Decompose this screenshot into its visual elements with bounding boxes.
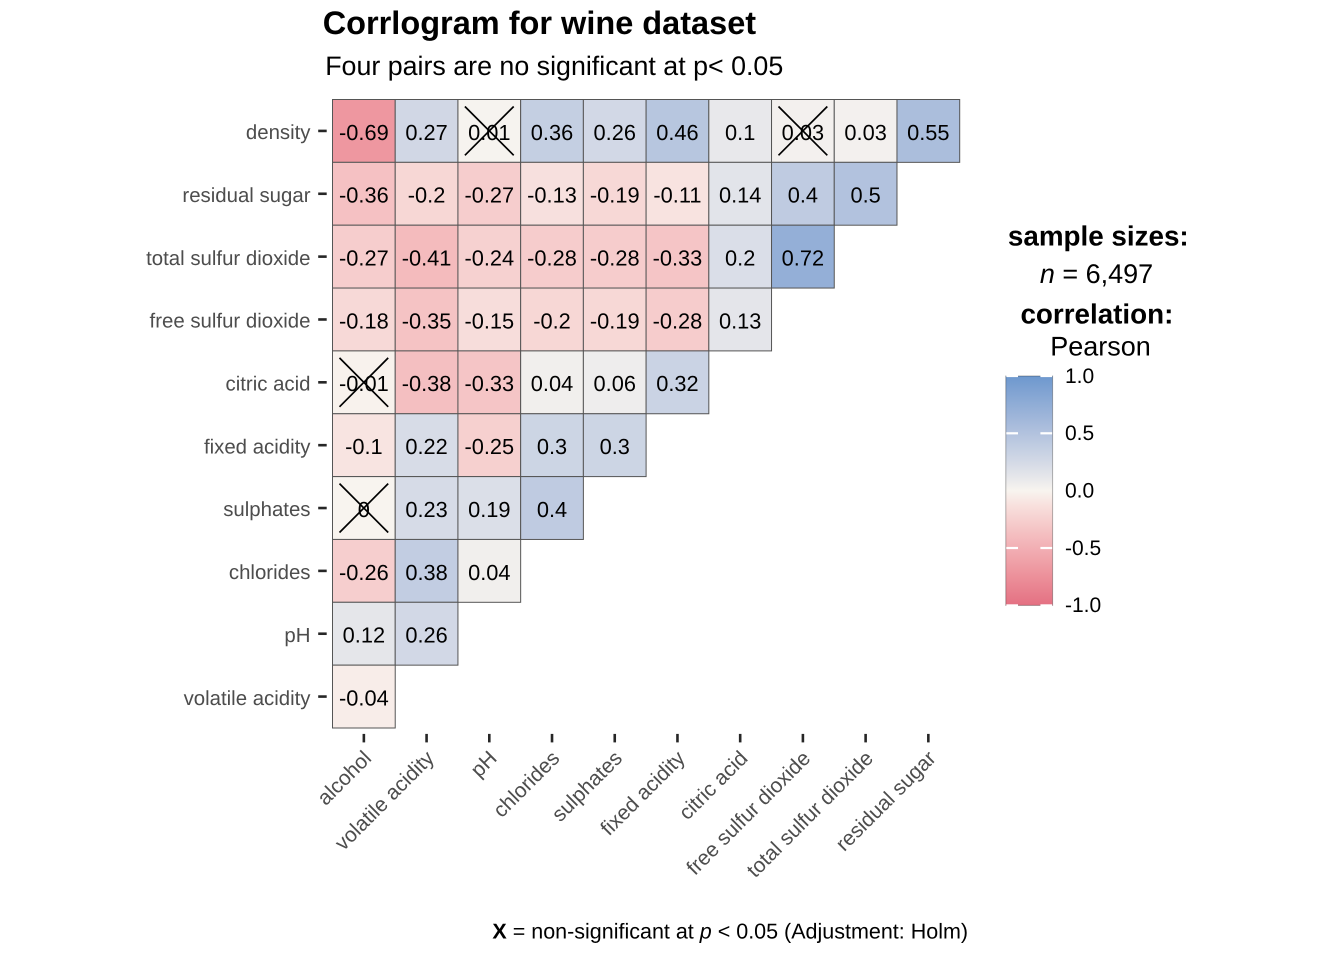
svg-text:-0.36: -0.36 — [339, 183, 389, 208]
svg-text:X = non-significant at p < 0.0: X = non-significant at p < 0.05 (Adjustm… — [492, 920, 968, 944]
svg-text:-0.28: -0.28 — [653, 308, 703, 333]
svg-text:Four pairs are no significant: Four pairs are no significant at p< 0.05 — [325, 51, 783, 81]
svg-text:free sulfur dioxide: free sulfur dioxide — [150, 311, 311, 333]
svg-text:total sulfur dioxide: total sulfur dioxide — [146, 248, 310, 270]
svg-text:0.4: 0.4 — [537, 497, 567, 522]
svg-text:0.13: 0.13 — [719, 308, 761, 333]
svg-text:-0.25: -0.25 — [464, 434, 514, 459]
svg-text:0.22: 0.22 — [405, 434, 447, 459]
svg-text:0.04: 0.04 — [531, 371, 573, 396]
svg-text:Corrlogram for wine dataset: Corrlogram for wine dataset — [323, 5, 757, 41]
svg-text:Pearson: Pearson — [1050, 332, 1151, 362]
svg-text:pH: pH — [284, 625, 310, 647]
svg-text:0.01: 0.01 — [468, 120, 510, 145]
svg-text:-0.15: -0.15 — [464, 308, 514, 333]
svg-text:-1.0: -1.0 — [1065, 594, 1101, 617]
svg-text:0.0: 0.0 — [1065, 480, 1094, 503]
svg-text:0.72: 0.72 — [782, 246, 824, 271]
svg-text:0.46: 0.46 — [656, 120, 698, 145]
svg-text:n = 6,497: n = 6,497 — [1040, 259, 1153, 289]
svg-text:-0.27: -0.27 — [339, 246, 389, 271]
svg-text:chlorides: chlorides — [229, 562, 311, 584]
svg-text:0.55: 0.55 — [907, 120, 949, 145]
svg-text:0.1: 0.1 — [725, 120, 755, 145]
svg-text:-0.28: -0.28 — [590, 246, 640, 271]
svg-text:0.26: 0.26 — [405, 623, 447, 648]
svg-text:0.32: 0.32 — [656, 371, 698, 396]
svg-text:sample sizes:: sample sizes: — [1008, 221, 1189, 252]
svg-text:0: 0 — [358, 497, 370, 522]
svg-text:-0.04: -0.04 — [339, 685, 389, 710]
svg-text:alcohol: alcohol — [313, 747, 376, 810]
svg-text:density: density — [246, 122, 311, 144]
svg-text:0.19: 0.19 — [468, 497, 510, 522]
svg-text:-0.01: -0.01 — [339, 371, 389, 396]
svg-text:residual sugar: residual sugar — [182, 185, 310, 207]
svg-text:0.36: 0.36 — [531, 120, 573, 145]
svg-text:-0.38: -0.38 — [402, 371, 452, 396]
svg-text:0.03: 0.03 — [844, 120, 886, 145]
svg-text:-0.35: -0.35 — [402, 308, 452, 333]
svg-text:0.3: 0.3 — [600, 434, 630, 459]
svg-text:-0.41: -0.41 — [402, 246, 452, 271]
svg-text:0.27: 0.27 — [405, 120, 447, 145]
svg-text:-0.5: -0.5 — [1065, 537, 1101, 560]
svg-text:-0.26: -0.26 — [339, 560, 389, 585]
svg-text:1.0: 1.0 — [1065, 365, 1094, 388]
svg-text:-0.13: -0.13 — [527, 183, 577, 208]
svg-text:-0.11: -0.11 — [653, 183, 701, 208]
svg-text:sulphates: sulphates — [223, 499, 310, 521]
svg-text:0.14: 0.14 — [719, 183, 761, 208]
svg-text:0.12: 0.12 — [343, 623, 385, 648]
svg-text:0.3: 0.3 — [537, 434, 567, 459]
svg-text:-0.19: -0.19 — [590, 308, 640, 333]
svg-text:0.03: 0.03 — [782, 120, 824, 145]
svg-text:-0.2: -0.2 — [533, 308, 571, 333]
svg-text:0.5: 0.5 — [1065, 422, 1094, 445]
svg-text:0.26: 0.26 — [594, 120, 636, 145]
svg-text:-0.69: -0.69 — [339, 120, 389, 145]
svg-text:-0.1: -0.1 — [345, 434, 383, 459]
svg-text:citric acid: citric acid — [226, 374, 311, 396]
svg-text:correlation:: correlation: — [1020, 299, 1173, 330]
svg-text:-0.18: -0.18 — [339, 308, 389, 333]
svg-text:0.06: 0.06 — [594, 371, 636, 396]
svg-text:-0.28: -0.28 — [527, 246, 577, 271]
svg-text:0.2: 0.2 — [725, 246, 755, 271]
svg-text:-0.33: -0.33 — [653, 246, 703, 271]
svg-text:0.23: 0.23 — [405, 497, 447, 522]
svg-text:0.38: 0.38 — [405, 560, 447, 585]
svg-text:-0.19: -0.19 — [590, 183, 640, 208]
svg-text:-0.27: -0.27 — [464, 183, 514, 208]
svg-text:-0.33: -0.33 — [464, 371, 514, 396]
svg-text:-0.2: -0.2 — [408, 183, 446, 208]
svg-text:0.04: 0.04 — [468, 560, 510, 585]
svg-text:0.4: 0.4 — [788, 183, 818, 208]
svg-text:volatile acidity: volatile acidity — [184, 688, 312, 710]
svg-text:0.5: 0.5 — [850, 183, 880, 208]
svg-text:fixed acidity: fixed acidity — [204, 436, 311, 458]
svg-text:pH: pH — [466, 747, 501, 782]
svg-text:-0.24: -0.24 — [464, 246, 514, 271]
